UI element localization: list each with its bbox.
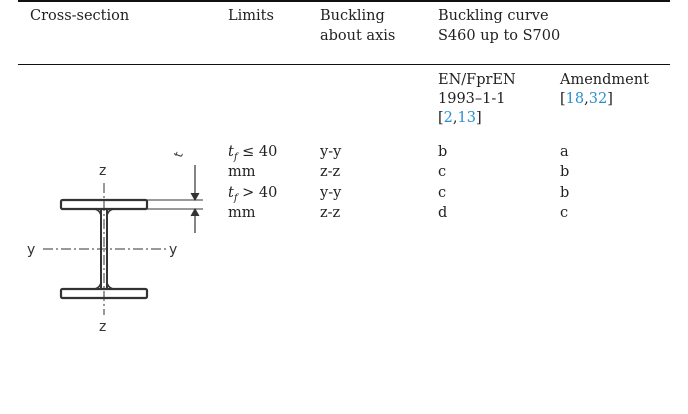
- en-curve-cell: c: [438, 164, 447, 180]
- axis-label-z-bottom: z: [99, 319, 106, 335]
- limit-cell: mm: [228, 205, 256, 221]
- subheader-en: EN/FprEN 1993–1-1 [2,13]: [438, 72, 516, 126]
- axis-cell: y-y: [320, 185, 342, 201]
- subheader-amendment: Amendment [18,32]: [560, 72, 649, 107]
- table-top-rule: [18, 0, 670, 2]
- citation-link[interactable]: 13: [457, 110, 476, 126]
- axis-cell: z-z: [320, 205, 341, 221]
- axis-label-y-left: y: [27, 242, 35, 258]
- header-limits: Limits: [228, 8, 274, 24]
- axis-label-y-right: y: [169, 242, 177, 258]
- axis-cell: z-z: [320, 164, 341, 180]
- citation-link[interactable]: 18: [565, 91, 585, 107]
- limit-cell: tf ≤ 40: [228, 144, 278, 163]
- i-section-figure: z z y y t: [27, 150, 203, 335]
- axis-label-z-top: z: [99, 163, 106, 179]
- en-curve-cell: d: [438, 205, 448, 221]
- amendment-curve-cell: b: [560, 164, 570, 180]
- amendment-curve-cell: b: [560, 185, 570, 201]
- en-curve-cell: c: [438, 185, 447, 201]
- dimension-label-tf: t: [171, 150, 186, 159]
- amendment-curve-cell: c: [560, 205, 569, 221]
- axis-cell: y-y: [320, 144, 342, 160]
- citation-link[interactable]: 32: [588, 91, 608, 107]
- header-buckling-curve: Buckling curve S460 up to S700: [438, 8, 561, 44]
- amendment-curve-cell: a: [560, 144, 569, 160]
- header-buckling-axis: Buckling about axis: [320, 8, 396, 44]
- limit-cell: tf > 40: [228, 185, 278, 204]
- table-header-rule: [18, 64, 670, 65]
- en-curve-cell: b: [438, 144, 448, 160]
- limit-cell: mm: [228, 164, 256, 180]
- citation-link[interactable]: 2: [443, 110, 453, 126]
- header-cross-section: Cross-section: [30, 8, 130, 24]
